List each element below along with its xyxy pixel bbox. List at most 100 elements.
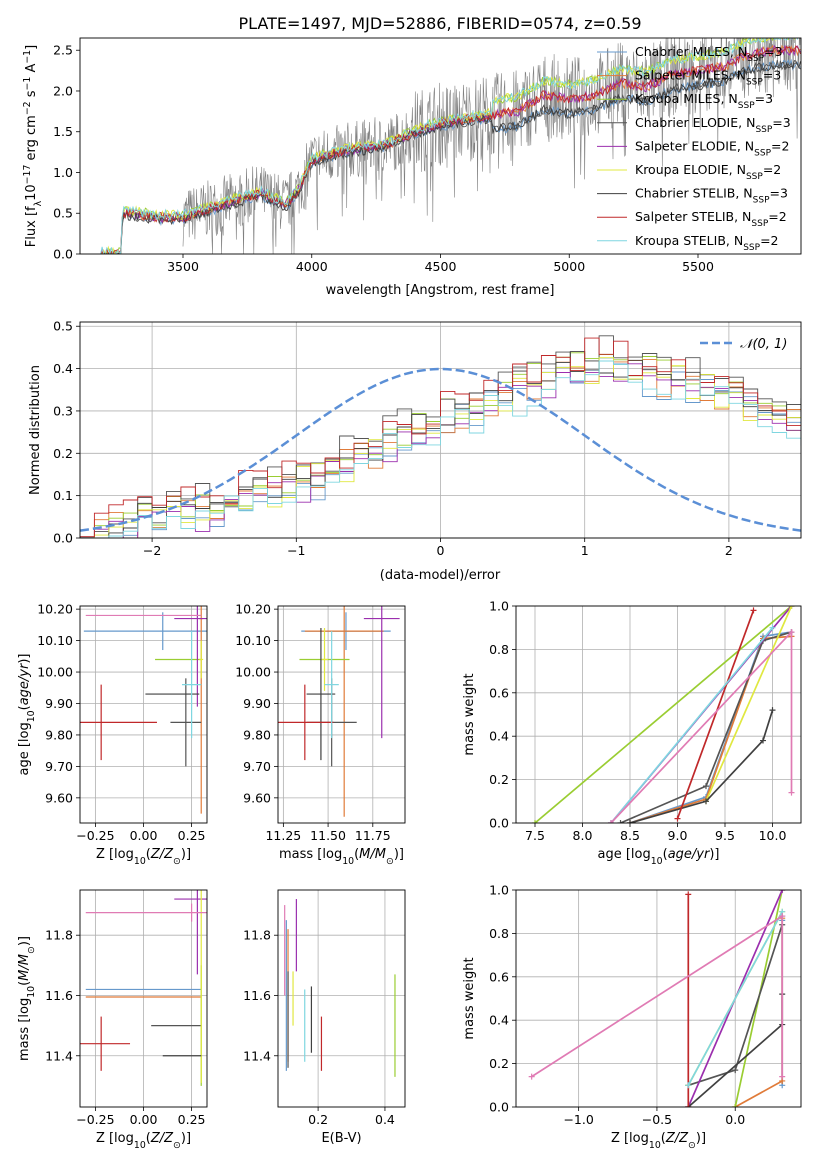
y-axis-label: Flux [fλ10−17 erg cm−2 s−1 A−1]: [22, 45, 44, 247]
axes-frame: [79, 321, 802, 539]
x-tick-label: 0.25: [178, 1112, 206, 1127]
y-tick-label: 0.2: [489, 1056, 509, 1071]
x-tick-label: 0.00: [130, 828, 158, 843]
y-tick-label: 2.0: [53, 83, 73, 98]
x-tick-label: 3500: [167, 259, 199, 274]
model-spectrum-line: [100, 45, 801, 254]
figure-title: PLATE=1497, MJD=52886, FIBERID=0574, z=0…: [238, 14, 641, 33]
model-spectrum-line: [100, 60, 801, 254]
y-axis-label: mass weight: [462, 957, 477, 1039]
y-tick-label: 0.2: [489, 772, 509, 787]
mass-weight-marker: [760, 737, 766, 744]
mass-weight-marker: [703, 783, 709, 790]
mass-weight-marker: [674, 815, 681, 822]
x-tick-label: 2: [725, 543, 733, 558]
histogram-series: [80, 363, 801, 538]
mass-weight-marker: [532, 820, 538, 823]
histogram-series: [80, 352, 801, 538]
plot-area: [80, 606, 207, 814]
legend-label: Salpeter STELIB, NSSP=2: [635, 209, 787, 229]
mass-weight-marker: [528, 1073, 535, 1080]
x-axis-label: Z [log10(Z/Z⊙)]: [96, 847, 191, 867]
y-tick-label: 11.6: [243, 988, 271, 1003]
mass-weight-marker: [788, 789, 795, 796]
legend-label: Kroupa MILES, NSSP=3: [635, 91, 773, 111]
y-tick-label: 11.8: [243, 928, 271, 943]
y-tick-label: 10.10: [235, 633, 271, 648]
y-tick-label: 0.0: [489, 1100, 509, 1115]
mass-weight-line: [629, 709, 774, 823]
x-tick-label: 5000: [553, 259, 585, 274]
y-tick-label: 10.00: [37, 665, 73, 680]
mass-weight-vs-metallicity-panel: −1.0 −0.5 0.0 0.0 0.2 0.4 0.6 0.8 1.0 Z [log10(Z/…: [462, 883, 802, 1151]
axes-frame: [277, 889, 406, 1108]
model-spectrum-line: [100, 58, 801, 254]
y-tick-label: 0.8: [489, 642, 509, 657]
legend-label: 𝒩(0, 1): [740, 337, 787, 352]
mass-weight-marker: [750, 607, 757, 614]
x-tick-label: 0.25: [178, 828, 206, 843]
x-tick-label: 0.2: [308, 1112, 328, 1127]
histogram-series: [80, 335, 801, 538]
x-axis-label: wavelength [Angstrom, rest frame]: [326, 283, 555, 298]
mass-vs-metallicity-panel: −0.25 0.00 0.25 11.4 11.6 11.8 Z [log10(Z/Z⊙)]…: [17, 889, 208, 1151]
y-axis-label: age [log10(age/yr)]: [17, 653, 37, 775]
x-axis-label: mass [log10(M/M⊙)]: [279, 847, 404, 867]
mass-weight-marker: [732, 1104, 739, 1107]
mass-weight-marker: [627, 820, 633, 823]
x-tick-label: −0.5: [642, 1112, 672, 1127]
y-tick-label: 9.70: [243, 759, 271, 774]
legend-label: Kroupa ELODIE, NSSP=2: [635, 162, 781, 182]
histogram-series: [80, 357, 801, 538]
y-tick-label: 0.1: [53, 488, 73, 503]
mass-weight-marker: [788, 629, 795, 636]
x-tick-label: 8.0: [573, 828, 593, 843]
legend-label: Kroupa STELIB, NSSP=2: [635, 233, 779, 253]
y-tick-label: 0.6: [489, 969, 509, 984]
y-tick-label: 1.0: [489, 883, 509, 898]
residual-histogram-panel: −2 −1 0 1 2 0.0 0.1 0.2 0.3 0.4 0.5 (data-model)/er…: [28, 319, 802, 583]
plot-area: [532, 606, 795, 823]
y-tick-label: 0.5: [53, 319, 73, 334]
y-tick-label: 0.0: [53, 247, 73, 262]
y-tick-label: 9.80: [45, 727, 73, 742]
x-tick-label: 1: [581, 543, 589, 558]
y-axis-label: Normed distribution: [28, 365, 43, 495]
x-axis-label: Z [log10(Z/Z⊙)]: [611, 1131, 706, 1151]
normal-curve: [80, 367, 801, 532]
axes-frame: [79, 889, 208, 1108]
y-tick-label: 9.90: [243, 696, 271, 711]
age-vs-mass-panel: 11.25 11.50 11.75 9.60 9.70 9.80 9.90 10.00 10.1…: [235, 602, 406, 867]
y-axis-label: mass [log10(M/M⊙)]: [17, 936, 37, 1061]
y-tick-label: 1.5: [53, 124, 73, 139]
y-tick-label: 11.4: [45, 1048, 73, 1063]
y-tick-label: 0.0: [489, 816, 509, 831]
axes-frame: [79, 605, 208, 824]
x-axis-label: (data-model)/error: [380, 568, 501, 583]
x-tick-label: 11.75: [355, 828, 391, 843]
y-tick-label: 11.6: [45, 988, 73, 1003]
plot-area: [528, 890, 786, 1107]
axes-frame: [277, 605, 406, 824]
axes-frame: [79, 37, 802, 255]
y-tick-label: 2.5: [53, 43, 73, 58]
x-tick-label: 0.00: [130, 1112, 158, 1127]
legend-label: Salpeter MILES, NSSP=3: [635, 68, 781, 88]
y-tick-label: 0.3: [53, 403, 73, 418]
x-tick-label: −2: [143, 543, 161, 558]
x-tick-label: 9.5: [715, 828, 735, 843]
mass-weight-marker: [779, 1073, 786, 1080]
y-tick-label: 0.2: [53, 446, 73, 461]
y-tick-label: 9.60: [45, 790, 73, 805]
mass-weight-marker: [769, 707, 776, 714]
x-tick-label: 8.5: [620, 828, 640, 843]
mass-weight-line: [610, 629, 793, 823]
histogram-series: [80, 357, 801, 538]
mass-weight-line: [534, 606, 793, 823]
plot-area: [284, 899, 396, 1077]
axes-frame: [515, 605, 802, 824]
mass-weight-marker: [617, 820, 624, 823]
y-tick-label: 11.8: [45, 928, 73, 943]
x-tick-label: −1: [287, 543, 305, 558]
mass-weight-line: [676, 610, 755, 819]
